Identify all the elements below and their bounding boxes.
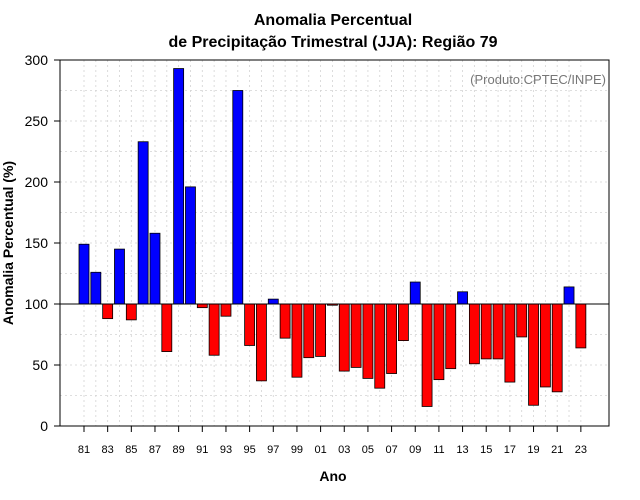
bar-23 xyxy=(575,303,587,349)
x-tick-label: 81 xyxy=(78,444,90,456)
y-axis-label: Anomalia Percentual (%) xyxy=(0,161,16,325)
bar-21 xyxy=(551,303,563,393)
bar-16 xyxy=(492,303,504,360)
bar-96 xyxy=(256,303,267,382)
x-tick-label: 19 xyxy=(527,444,539,456)
y-axis: 0 50 100 150 200 250 300 xyxy=(25,52,60,434)
bar-20 xyxy=(539,303,551,388)
bar-04 xyxy=(350,303,362,368)
bar-22 xyxy=(563,286,575,305)
x-tick-label: 01 xyxy=(314,444,326,456)
x-tick-label: 93 xyxy=(220,444,232,456)
y-tick-label: 300 xyxy=(25,52,49,68)
bar-92 xyxy=(208,303,220,356)
chart-title: Anomalia Percentual xyxy=(254,12,412,29)
bar-88 xyxy=(161,303,173,352)
bar-94 xyxy=(232,90,244,305)
bar-05 xyxy=(362,303,374,379)
x-tick-label: 21 xyxy=(551,444,563,456)
y-tick-label: 250 xyxy=(25,113,49,129)
bar-99 xyxy=(291,303,303,378)
bar-13 xyxy=(457,291,468,305)
bars-group xyxy=(78,68,587,407)
bar-91 xyxy=(196,303,208,309)
bar-87 xyxy=(149,232,161,305)
bar-14 xyxy=(468,303,480,365)
bar-82 xyxy=(90,271,102,305)
x-tick-label: 85 xyxy=(125,444,137,456)
x-tick-label: 05 xyxy=(362,444,374,456)
x-tick-label: 95 xyxy=(243,444,255,456)
x-axis: 81 83 85 87 89 91 93 95 97 99 01 03 05 07 09 11 13 15 17 19… xyxy=(78,426,587,456)
bar-86 xyxy=(137,141,149,305)
bar-18 xyxy=(516,303,528,338)
x-tick-label: 13 xyxy=(456,444,468,456)
x-tick-label: 09 xyxy=(409,444,421,456)
bar-01 xyxy=(315,303,327,357)
y-tick-label: 150 xyxy=(25,235,49,251)
x-tick-label: 87 xyxy=(149,444,161,456)
x-tick-label: 89 xyxy=(173,444,185,456)
y-tick-label: 50 xyxy=(32,357,48,373)
bar-84 xyxy=(114,248,125,305)
bar-09 xyxy=(409,281,421,305)
bar-90 xyxy=(185,186,196,305)
x-tick-label: 23 xyxy=(575,444,587,456)
bar-93 xyxy=(220,303,232,317)
y-tick-label: 100 xyxy=(25,296,49,312)
chart-subtitle: de Precipitação Trimestral (JJA): Região… xyxy=(168,34,497,51)
bar-15 xyxy=(480,303,492,360)
bar-89 xyxy=(173,68,185,305)
bar-06 xyxy=(374,303,386,389)
bar-95 xyxy=(244,303,256,346)
bar-17 xyxy=(504,303,516,383)
x-tick-label: 91 xyxy=(196,444,208,456)
x-tick-label: 07 xyxy=(385,444,397,456)
bar-83 xyxy=(102,303,114,320)
x-tick-label: 11 xyxy=(433,444,444,456)
y-tick-label: 200 xyxy=(25,174,49,190)
x-tick-label: 99 xyxy=(291,444,303,456)
bar-00 xyxy=(303,303,315,359)
bar-97 xyxy=(267,298,279,305)
x-tick-label: 83 xyxy=(102,444,114,456)
x-tick-label: 97 xyxy=(267,444,279,456)
bar-03 xyxy=(338,303,350,372)
bar-07 xyxy=(386,303,397,374)
bar-98 xyxy=(279,303,291,339)
source-credit: (Produto:CPTEC/INPE) xyxy=(470,72,606,87)
bar-19 xyxy=(528,303,539,406)
y-tick-label: 0 xyxy=(40,418,48,434)
x-tick-label: 03 xyxy=(338,444,350,456)
bar-08 xyxy=(398,303,409,341)
bar-10 xyxy=(421,303,433,407)
bar-12 xyxy=(445,303,457,370)
bar-81 xyxy=(78,243,90,305)
x-axis-label: Ano xyxy=(319,468,346,484)
x-tick-label: 17 xyxy=(504,444,516,456)
bar-11 xyxy=(433,303,445,381)
bar-85 xyxy=(125,303,137,321)
x-tick-label: 15 xyxy=(480,444,492,456)
